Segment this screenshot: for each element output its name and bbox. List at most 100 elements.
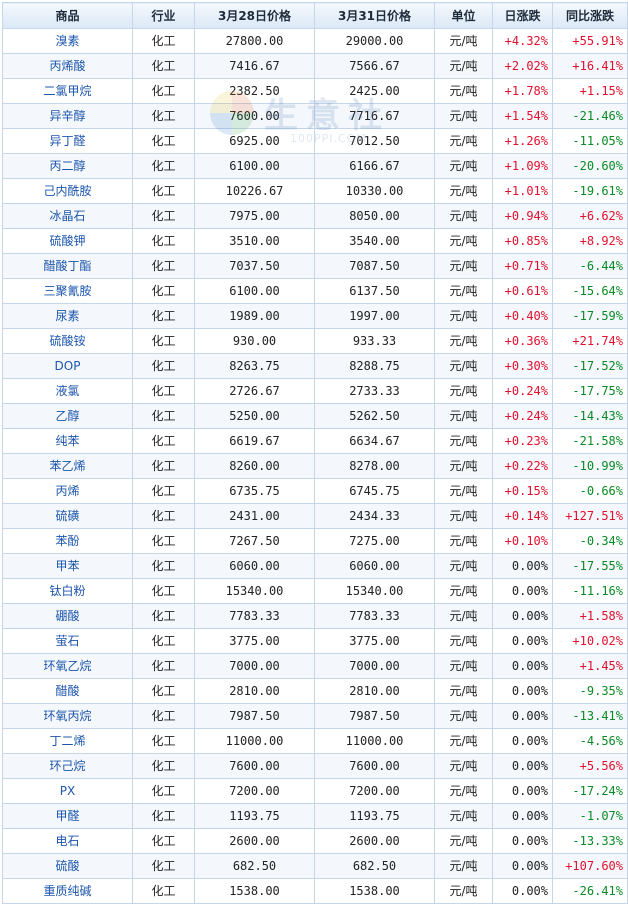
daily-change-cell: +0.94% (492, 203, 553, 229)
industry-cell: 化工 (132, 278, 195, 304)
commodity-link[interactable]: 硫酸 (2, 853, 133, 879)
commodity-link[interactable]: DOP (2, 353, 133, 379)
yoy-change-cell: +107.60% (552, 853, 628, 879)
daily-change-cell: +0.24% (492, 378, 553, 404)
industry-cell: 化工 (132, 878, 195, 904)
table-row: PX 化工 7200.00 7200.00 元/吨 0.00% -17.24% (2, 778, 628, 804)
daily-change-cell: 0.00% (492, 728, 553, 754)
table-row: 溴素 化工 27800.00 29000.00 元/吨 +4.32% +55.91% (2, 28, 628, 54)
price-mar28-cell: 11000.00 (194, 728, 315, 754)
price-mar31-cell: 8288.75 (314, 353, 435, 379)
unit-cell: 元/吨 (434, 53, 493, 79)
industry-cell: 化工 (132, 578, 195, 604)
price-mar31-cell: 6137.50 (314, 278, 435, 304)
unit-cell: 元/吨 (434, 778, 493, 804)
price-mar28-cell: 1538.00 (194, 878, 315, 904)
commodity-link[interactable]: 钛白粉 (2, 578, 133, 604)
industry-cell: 化工 (132, 628, 195, 654)
table-row: 苯乙烯 化工 8260.00 8278.00 元/吨 +0.22% -10.99% (2, 453, 628, 479)
commodity-link[interactable]: 重质纯碱 (2, 878, 133, 904)
commodity-link[interactable]: 环己烷 (2, 753, 133, 779)
price-mar28-cell: 5250.00 (194, 403, 315, 429)
commodity-link[interactable]: 甲醛 (2, 803, 133, 829)
table-row: 电石 化工 2600.00 2600.00 元/吨 0.00% -13.33% (2, 828, 628, 854)
commodity-link[interactable]: 异丁醛 (2, 128, 133, 154)
daily-change-cell: +0.10% (492, 528, 553, 554)
commodity-link[interactable]: 二氯甲烷 (2, 78, 133, 104)
price-mar31-cell: 7783.33 (314, 603, 435, 629)
industry-cell: 化工 (132, 503, 195, 529)
table-row: 二氯甲烷 化工 2382.50 2425.00 元/吨 +1.78% +1.15% (2, 78, 628, 104)
commodity-link[interactable]: 甲苯 (2, 553, 133, 579)
commodity-link[interactable]: 硫酸铵 (2, 328, 133, 354)
commodity-link[interactable]: 丁二烯 (2, 728, 133, 754)
price-mar28-cell: 3775.00 (194, 628, 315, 654)
yoy-change-cell: -0.34% (552, 528, 628, 554)
unit-cell: 元/吨 (434, 403, 493, 429)
commodity-link[interactable]: 苯酚 (2, 528, 133, 554)
industry-cell: 化工 (132, 478, 195, 504)
commodity-link[interactable]: 苯乙烯 (2, 453, 133, 479)
unit-cell: 元/吨 (434, 603, 493, 629)
price-mar31-cell: 6166.67 (314, 153, 435, 179)
table-row: 丁二烯 化工 11000.00 11000.00 元/吨 0.00% -4.56% (2, 728, 628, 754)
table-row: 醋酸 化工 2810.00 2810.00 元/吨 0.00% -9.35% (2, 678, 628, 704)
yoy-change-cell: -10.99% (552, 453, 628, 479)
yoy-change-cell: -17.59% (552, 303, 628, 329)
commodity-link[interactable]: 三聚氰胺 (2, 278, 133, 304)
commodity-link[interactable]: 冰晶石 (2, 203, 133, 229)
commodity-link[interactable]: 环氧丙烷 (2, 703, 133, 729)
daily-change-cell: 0.00% (492, 803, 553, 829)
daily-change-cell: 0.00% (492, 578, 553, 604)
commodity-link[interactable]: 醋酸 (2, 678, 133, 704)
yoy-change-cell: +1.15% (552, 78, 628, 104)
unit-cell: 元/吨 (434, 753, 493, 779)
unit-cell: 元/吨 (434, 253, 493, 279)
commodity-link[interactable]: 丙二醇 (2, 153, 133, 179)
price-mar31-cell: 933.33 (314, 328, 435, 354)
industry-cell: 化工 (132, 178, 195, 204)
price-mar28-cell: 7416.67 (194, 53, 315, 79)
table-row: 纯苯 化工 6619.67 6634.67 元/吨 +0.23% -21.58% (2, 428, 628, 454)
commodity-link[interactable]: 萤石 (2, 628, 133, 654)
header-price-mar28: 3月28日价格 (194, 2, 315, 29)
commodity-link[interactable]: 醋酸丁酯 (2, 253, 133, 279)
table-row: 甲醛 化工 1193.75 1193.75 元/吨 0.00% -1.07% (2, 803, 628, 829)
price-mar28-cell: 8260.00 (194, 453, 315, 479)
commodity-link[interactable]: PX (2, 778, 133, 804)
yoy-change-cell: -14.43% (552, 403, 628, 429)
price-mar28-cell: 6100.00 (194, 278, 315, 304)
yoy-change-cell: +10.02% (552, 628, 628, 654)
commodity-link[interactable]: 纯苯 (2, 428, 133, 454)
yoy-change-cell: +5.56% (552, 753, 628, 779)
commodity-link[interactable]: 尿素 (2, 303, 133, 329)
commodity-link[interactable]: 溴素 (2, 28, 133, 54)
price-mar31-cell: 2810.00 (314, 678, 435, 704)
commodity-link[interactable]: 硫磺 (2, 503, 133, 529)
unit-cell: 元/吨 (434, 503, 493, 529)
commodity-link[interactable]: 硼酸 (2, 603, 133, 629)
commodity-link[interactable]: 电石 (2, 828, 133, 854)
commodity-link[interactable]: 环氧乙烷 (2, 653, 133, 679)
commodity-link[interactable]: 己内酰胺 (2, 178, 133, 204)
price-mar28-cell: 7000.00 (194, 653, 315, 679)
yoy-change-cell: -20.60% (552, 153, 628, 179)
commodity-link[interactable]: 液氯 (2, 378, 133, 404)
commodity-link[interactable]: 异辛醇 (2, 103, 133, 129)
price-mar31-cell: 7987.50 (314, 703, 435, 729)
commodity-link[interactable]: 丙烯酸 (2, 53, 133, 79)
yoy-change-cell: -11.16% (552, 578, 628, 604)
table-row: 环己烷 化工 7600.00 7600.00 元/吨 0.00% +5.56% (2, 753, 628, 779)
daily-change-cell: 0.00% (492, 628, 553, 654)
commodity-link[interactable]: 乙醇 (2, 403, 133, 429)
unit-cell: 元/吨 (434, 303, 493, 329)
commodity-link[interactable]: 丙烯 (2, 478, 133, 504)
unit-cell: 元/吨 (434, 228, 493, 254)
yoy-change-cell: +16.41% (552, 53, 628, 79)
yoy-change-cell: -17.52% (552, 353, 628, 379)
price-mar28-cell: 7987.50 (194, 703, 315, 729)
table-row: 丙烯 化工 6735.75 6745.75 元/吨 +0.15% -0.66% (2, 478, 628, 504)
table-header-row: 商品 行业 3月28日价格 3月31日价格 单位 日涨跌 同比涨跌 (2, 2, 628, 29)
commodity-link[interactable]: 硫酸钾 (2, 228, 133, 254)
